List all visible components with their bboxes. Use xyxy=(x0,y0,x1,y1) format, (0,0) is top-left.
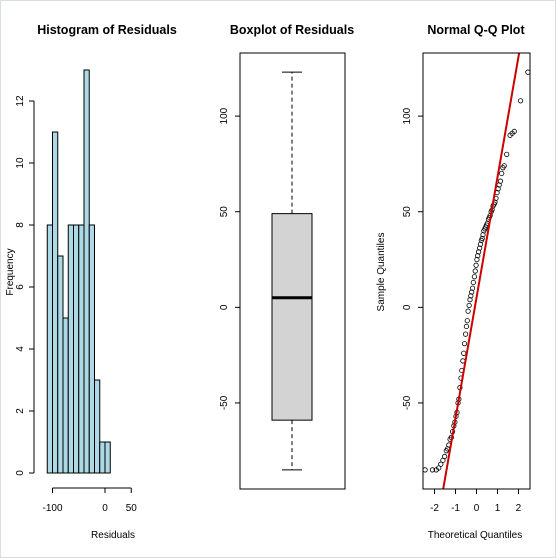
qq-point xyxy=(422,467,428,473)
qq-point xyxy=(473,262,479,268)
boxplot-y-tick-label: 50 xyxy=(219,206,230,218)
qq-y-tick-label: 50 xyxy=(402,206,413,218)
histogram-y-tick-label: 12 xyxy=(15,95,26,107)
qq-title: Normal Q-Q Plot xyxy=(427,23,525,37)
qq-point xyxy=(480,232,486,238)
histogram-x-tick-label: 0 xyxy=(102,503,108,514)
qq-point xyxy=(468,293,474,299)
histogram-bar xyxy=(67,224,74,474)
histogram-title: Histogram of Residuals xyxy=(37,23,177,37)
histogram-x-label: Residuals xyxy=(91,530,135,541)
qq-point xyxy=(499,170,505,177)
histogram-bar xyxy=(78,224,85,474)
qq-y-tick-label: 100 xyxy=(402,107,413,124)
histogram-bar xyxy=(83,69,90,474)
qq-x-tick-label: 2 xyxy=(516,503,522,514)
histogram-bar xyxy=(62,317,69,474)
histogram-bar xyxy=(73,224,80,474)
qq-point xyxy=(470,279,476,286)
histogram-bar xyxy=(52,131,59,474)
qq-point xyxy=(469,285,476,291)
qq-x-label: Theoretical Quantiles xyxy=(428,530,523,541)
qq-point xyxy=(511,128,517,135)
qq-point xyxy=(462,331,469,337)
qq-point xyxy=(463,323,470,330)
qq-point xyxy=(475,253,481,259)
qq-point xyxy=(472,268,478,274)
qq-point xyxy=(429,467,436,473)
boxplot-y-tick-label: 100 xyxy=(219,107,230,124)
histogram-bar xyxy=(88,224,95,474)
histogram-x-tick-label: 50 xyxy=(126,503,138,514)
histogram-y-tick-label: 4 xyxy=(15,346,26,352)
histogram-y-tick-label: 8 xyxy=(15,222,26,228)
boxplot-y-tick-label: 0 xyxy=(219,304,230,310)
qq-point xyxy=(497,178,504,184)
histogram-y-tick-label: 2 xyxy=(15,408,26,414)
qq-y-tick-label: 0 xyxy=(402,304,413,310)
boxplot-y-tick-label: -50 xyxy=(219,395,230,410)
histogram-bar xyxy=(46,224,53,474)
histogram-y-tick-label: 0 xyxy=(15,470,26,476)
qq-x-tick-label: -1 xyxy=(451,503,460,514)
qq-reference-line xyxy=(442,53,521,489)
histogram-y-tick-label: 10 xyxy=(15,157,26,169)
qq-point xyxy=(438,461,444,467)
qq-point xyxy=(477,241,484,247)
boxplot-frame xyxy=(239,52,346,490)
qq-frame xyxy=(422,52,531,490)
qq-point xyxy=(464,318,470,324)
qq-point xyxy=(467,297,473,303)
qq-point xyxy=(442,453,448,460)
qq-point xyxy=(466,302,472,309)
histogram-y-label: Frequency xyxy=(5,248,16,295)
qq-point xyxy=(525,69,531,75)
qq-point xyxy=(469,289,475,295)
boxplot-box xyxy=(271,213,313,421)
qq-y-label: Sample Quantiles xyxy=(376,233,387,312)
qq-point xyxy=(436,465,442,471)
qq-x-tick-label: 0 xyxy=(474,503,480,514)
histogram-y-tick-label: 6 xyxy=(15,284,26,290)
qq-point xyxy=(477,245,483,251)
qq-point xyxy=(474,256,480,263)
qq-point xyxy=(501,163,507,169)
qq-point xyxy=(479,235,485,242)
qq-point xyxy=(461,341,468,347)
qq-point xyxy=(461,350,467,356)
qq-x-tick-label: 1 xyxy=(495,503,501,514)
qq-point xyxy=(465,308,471,314)
qq-y-tick-label: -50 xyxy=(402,395,413,410)
histogram-bar xyxy=(57,255,64,474)
qq-x-tick-label: -2 xyxy=(430,503,439,514)
histogram-bar xyxy=(94,379,101,474)
histogram-x-tick-label: -100 xyxy=(42,503,62,514)
qq-point xyxy=(517,98,524,104)
qq-point xyxy=(471,274,478,280)
qq-point xyxy=(504,151,510,157)
histogram-bar xyxy=(104,441,111,474)
histogram-bar xyxy=(99,441,106,474)
boxplot-title: Boxplot of Residuals xyxy=(230,23,354,37)
